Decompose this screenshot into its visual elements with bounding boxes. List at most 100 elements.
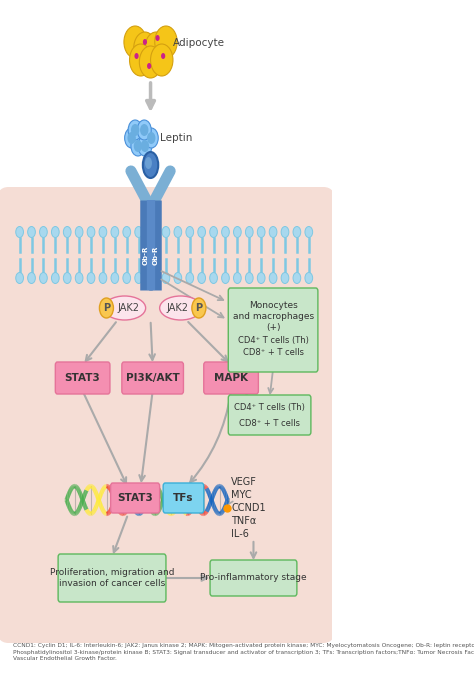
Circle shape [135, 273, 143, 284]
Circle shape [52, 273, 59, 284]
Circle shape [139, 46, 162, 78]
Circle shape [155, 35, 160, 41]
Circle shape [99, 273, 107, 284]
Circle shape [138, 136, 152, 156]
Circle shape [124, 26, 146, 58]
Circle shape [52, 227, 59, 238]
Circle shape [147, 132, 155, 144]
Circle shape [111, 227, 118, 238]
Circle shape [293, 273, 301, 284]
FancyBboxPatch shape [210, 560, 297, 596]
FancyBboxPatch shape [110, 483, 160, 513]
Circle shape [39, 227, 47, 238]
Text: and macrophages: and macrophages [233, 311, 314, 321]
Circle shape [186, 273, 193, 284]
Circle shape [64, 227, 71, 238]
Text: MAPK: MAPK [214, 373, 248, 383]
Circle shape [246, 227, 253, 238]
Circle shape [222, 273, 229, 284]
Text: P: P [103, 303, 110, 313]
Ellipse shape [145, 157, 152, 169]
Text: Leptin: Leptin [160, 133, 192, 143]
Circle shape [246, 273, 253, 284]
Circle shape [111, 273, 118, 284]
Circle shape [222, 227, 229, 238]
Text: Adipocyte: Adipocyte [173, 38, 225, 48]
Circle shape [210, 273, 218, 284]
Ellipse shape [104, 296, 146, 320]
Circle shape [269, 227, 277, 238]
Text: CCND1: Cyclin D1; IL-6: Interleukin-6; JAK2: Janus kinase 2; MAPK: Mitogen-activ: CCND1: Cyclin D1; IL-6: Interleukin-6; J… [13, 643, 474, 661]
Text: JAK2: JAK2 [117, 303, 139, 313]
Circle shape [64, 273, 71, 284]
FancyBboxPatch shape [58, 554, 166, 602]
Circle shape [128, 132, 136, 144]
FancyBboxPatch shape [163, 483, 204, 513]
Text: CD4⁺ T cells (Th): CD4⁺ T cells (Th) [237, 335, 309, 344]
Circle shape [123, 273, 131, 284]
Circle shape [174, 227, 182, 238]
Circle shape [75, 273, 83, 284]
FancyBboxPatch shape [228, 288, 318, 372]
Text: JAK2: JAK2 [166, 303, 188, 313]
Text: IL-6: IL-6 [231, 529, 249, 539]
Ellipse shape [160, 296, 201, 320]
Circle shape [131, 124, 139, 136]
Circle shape [186, 227, 193, 238]
Text: Pro-inflammatory stage: Pro-inflammatory stage [200, 574, 307, 583]
Circle shape [293, 227, 301, 238]
Circle shape [131, 136, 145, 156]
Circle shape [125, 128, 138, 148]
Circle shape [305, 227, 313, 238]
Circle shape [99, 227, 107, 238]
FancyBboxPatch shape [0, 187, 336, 643]
Circle shape [162, 227, 170, 238]
Circle shape [128, 120, 142, 140]
Circle shape [134, 140, 142, 152]
Circle shape [234, 227, 241, 238]
Text: TFs: TFs [173, 493, 194, 503]
Circle shape [135, 227, 143, 238]
Circle shape [140, 124, 148, 136]
Circle shape [87, 273, 95, 284]
Text: (+): (+) [266, 322, 280, 332]
Circle shape [269, 273, 277, 284]
Text: CD8⁺ + T cells: CD8⁺ + T cells [239, 418, 300, 427]
Circle shape [281, 273, 289, 284]
Circle shape [129, 44, 152, 76]
Text: STAT3: STAT3 [117, 493, 153, 503]
Circle shape [210, 227, 218, 238]
Circle shape [257, 227, 265, 238]
Text: VEGF: VEGF [231, 477, 257, 487]
Circle shape [198, 227, 206, 238]
Circle shape [16, 227, 23, 238]
Circle shape [87, 227, 95, 238]
FancyBboxPatch shape [55, 362, 110, 394]
Circle shape [174, 273, 182, 284]
Circle shape [151, 44, 173, 76]
Text: PI3K/AKT: PI3K/AKT [126, 373, 180, 383]
Circle shape [27, 227, 36, 238]
Text: MYC: MYC [231, 490, 252, 500]
Text: TNFα: TNFα [231, 516, 256, 526]
Circle shape [143, 39, 147, 45]
Circle shape [27, 273, 36, 284]
Circle shape [161, 53, 165, 59]
Circle shape [141, 140, 149, 152]
Circle shape [123, 227, 131, 238]
Text: CD8⁺ + T cells: CD8⁺ + T cells [243, 348, 303, 357]
Circle shape [39, 273, 47, 284]
Circle shape [155, 26, 177, 58]
Circle shape [257, 273, 265, 284]
Circle shape [100, 298, 113, 318]
Text: Ob-R: Ob-R [153, 245, 158, 264]
Text: STAT3: STAT3 [65, 373, 100, 383]
Circle shape [192, 298, 206, 318]
Text: Ob-R: Ob-R [143, 245, 149, 264]
Text: P: P [195, 303, 202, 313]
Circle shape [144, 128, 158, 148]
FancyBboxPatch shape [204, 362, 258, 394]
Text: CD4⁺ T cells (Th): CD4⁺ T cells (Th) [234, 403, 305, 412]
Circle shape [147, 63, 151, 69]
Circle shape [135, 53, 138, 59]
